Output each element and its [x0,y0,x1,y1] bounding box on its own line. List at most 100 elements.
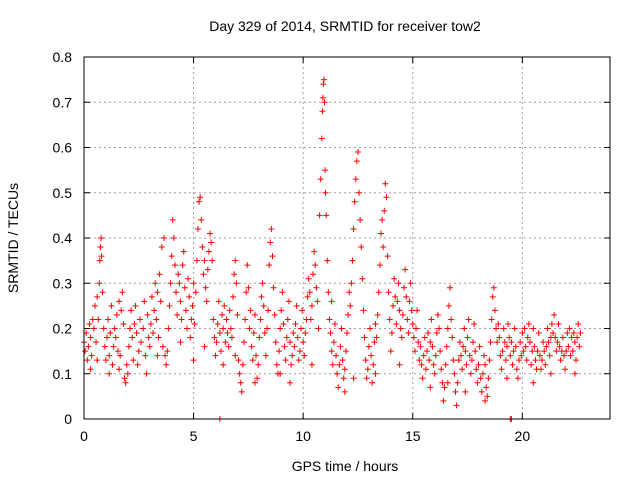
data-point [250,330,257,337]
data-point [363,375,370,382]
data-point [297,325,304,332]
data-point [196,198,203,205]
data-point [153,316,160,323]
data-point [465,316,472,323]
data-point [109,361,116,368]
data-point [476,343,483,350]
data-point [519,330,526,337]
data-point [478,388,485,395]
x-tick-label: 0 [80,428,88,444]
data-point [472,348,479,355]
data-point [205,248,212,255]
data-point [254,375,261,382]
data-point [337,343,344,350]
data-point [94,293,101,300]
data-point [329,361,336,368]
data-point [546,352,553,359]
data-point [222,339,229,346]
data-point [356,189,363,196]
data-point [375,289,382,296]
data-point [382,180,389,187]
data-point [304,293,311,300]
data-point [107,330,114,337]
data-point [94,357,101,364]
data-point [283,334,290,341]
data-point [135,348,142,355]
data-point [433,330,440,337]
data-point [422,366,429,373]
data-point [193,257,200,264]
data-point [215,298,222,305]
data-point [365,343,372,350]
data-point [425,330,432,337]
data-point [502,357,509,364]
data-point [232,352,239,359]
data-point [280,320,287,327]
data-point [417,343,424,350]
data-point [101,343,108,350]
data-point [447,284,454,291]
data-point [116,298,123,305]
data-point [214,320,221,327]
data-point [203,298,210,305]
data-point [130,357,137,364]
data-point [374,311,381,318]
data-point [145,334,152,341]
data-point [517,339,524,346]
data-point [388,330,395,337]
data-point [527,339,534,346]
x-tick-label: 5 [190,428,198,444]
data-point [477,375,484,382]
data-point [312,262,319,269]
data-point [482,361,489,368]
data-point [213,339,220,346]
data-point [177,339,184,346]
data-point [330,339,337,346]
data-point [144,311,151,318]
data-point [334,370,341,377]
data-point [154,352,161,359]
data-point [198,216,205,223]
data-point [159,343,166,350]
data-point [443,343,450,350]
y-tick-label: 0.1 [53,366,73,382]
data-point [316,212,323,219]
data-point [414,307,421,314]
data-point [86,320,93,327]
data-point [415,339,422,346]
data-point [269,253,276,260]
data-point [236,370,243,377]
data-point [200,271,207,278]
data-point [372,320,379,327]
data-point [154,289,161,296]
data-point [323,212,330,219]
data-point [339,357,346,364]
data-point [381,207,388,214]
data-point [238,388,245,395]
data-point [268,225,275,232]
data-point [253,352,260,359]
data-point [567,352,574,359]
data-point [494,339,501,346]
data-point [380,244,387,251]
data-point [284,316,291,323]
data-point [371,339,378,346]
data-point [528,361,535,368]
data-point [393,320,400,327]
data-point [180,248,187,255]
data-point [385,289,392,296]
data-point [296,348,303,355]
data-point [423,348,430,355]
data-point [278,307,285,314]
data-point [85,343,92,350]
data-point [235,357,242,364]
data-point [462,348,469,355]
data-point [231,271,238,278]
data-point [171,262,178,269]
data-point [512,343,519,350]
data-point [372,370,379,377]
data-point [497,352,504,359]
data-point [98,235,105,241]
data-point [464,334,471,341]
data-point [508,339,515,346]
